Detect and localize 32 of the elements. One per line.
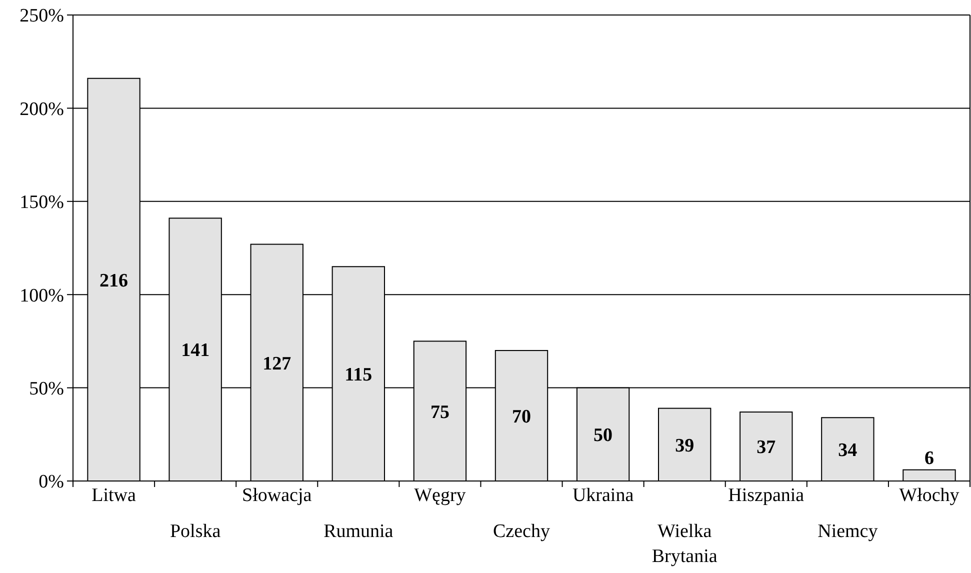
y-tick-label: 200% [20,98,64,120]
x-tick-label: Rumunia [324,521,394,542]
x-tick-label: Słowacja [242,485,312,506]
data-label: 37 [756,437,776,458]
data-label: 39 [675,435,694,456]
y-tick-label: 250% [20,6,64,27]
x-tick-label: Ukraina [572,485,634,506]
data-label: 115 [344,364,372,386]
data-label: 216 [100,270,128,292]
data-label: 34 [838,440,858,461]
x-tick-label: Wielka Brytania [652,521,718,567]
bar [902,469,956,482]
y-tick-label: 0% [38,472,64,493]
y-tick-label: 150% [20,192,64,214]
data-label: 75 [430,402,450,423]
data-label: 50 [594,425,613,446]
bar [740,412,793,482]
x-tick-label: Węgry [414,485,466,506]
x-tick-label: Niemcy [818,521,878,542]
data-label: 141 [181,340,210,362]
data-label: 70 [512,406,531,428]
bar [658,408,712,482]
data-label: 6 [924,448,934,469]
x-tick-label: Litwa [92,485,136,506]
data-label: 127 [262,353,292,374]
x-tick-label: Polska [170,521,222,542]
x-tick-label: Czechy [493,521,550,542]
bar [821,417,874,482]
x-tick-label: Włochy [899,485,960,506]
y-tick-label: 50% [29,378,64,400]
y-tick-label: 100% [20,285,64,306]
x-tick-label: Hiszpania [728,485,805,506]
